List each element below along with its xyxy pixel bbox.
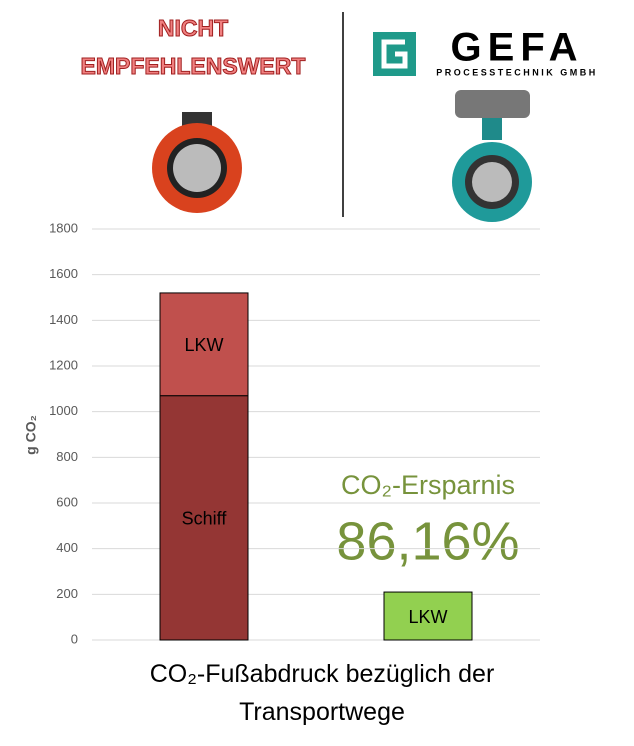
y-tick-label: 1600 (49, 266, 78, 281)
valve-part (472, 162, 512, 202)
y-tick-label: 600 (56, 494, 78, 509)
logo-mark (381, 39, 408, 69)
warning-line: NICHT (158, 15, 228, 41)
y-tick-label: 800 (56, 449, 78, 464)
y-tick-label: 1200 (49, 357, 78, 372)
valve-part (173, 144, 221, 192)
segment-label: LKW (184, 335, 223, 355)
warning-line: EMPFEHLENSWERT (81, 53, 306, 79)
y-tick-label: 400 (56, 540, 78, 555)
y-tick-label: 1800 (49, 220, 78, 235)
valve-part (455, 90, 530, 118)
y-tick-label: 1000 (49, 403, 78, 418)
segment-label: Schiff (182, 509, 228, 529)
bar-segment (383, 591, 473, 641)
brand: GEFA (451, 26, 584, 70)
annotation: 86,16% (336, 511, 519, 571)
logo-icon (373, 32, 416, 76)
y-axis-label: g CO₂ (23, 415, 39, 455)
annotation: CO₂-Ersparnis (341, 470, 515, 500)
bar-segment (159, 395, 249, 641)
valve-red (152, 112, 242, 213)
valve-gefa (452, 90, 532, 222)
logo: GEFA PROCESSTECHNIK GMBH (373, 26, 598, 77)
y-tick-label: 0 (71, 631, 78, 646)
chart-title: CO₂-Fußabdruck bezüglich der Transportwe… (149, 660, 495, 726)
y-tick-label: 200 (56, 586, 78, 601)
y-tick-label: 1400 (49, 312, 78, 327)
brand-subtitle: PROCESSTECHNIK GMBH (436, 67, 598, 77)
bar-segment (159, 292, 249, 397)
segment-label: LKW (408, 607, 447, 627)
valve-part (482, 118, 502, 140)
